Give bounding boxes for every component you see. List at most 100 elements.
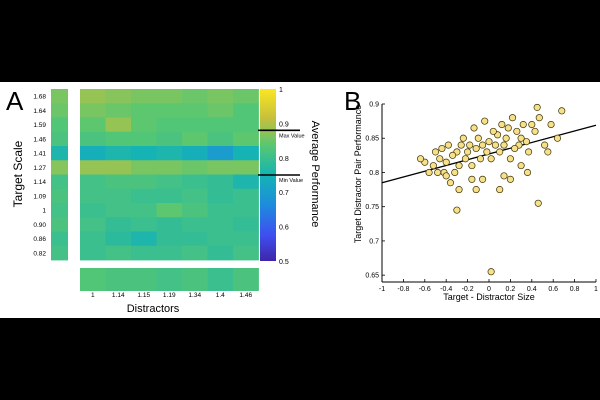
heatmap-cell	[105, 146, 132, 161]
scatter-point	[470, 124, 478, 132]
heatmap-cell	[131, 89, 157, 104]
scatter-point	[508, 114, 517, 122]
x-tick-label: -0.4	[440, 286, 452, 293]
scatter-point	[468, 175, 476, 183]
heatmap-cell	[105, 174, 132, 190]
colorbar-tick-label: 0.8	[279, 156, 289, 163]
row-tick-label: 1.09	[33, 193, 46, 200]
scatter-point	[453, 206, 461, 214]
distractor-marginal-cell	[207, 268, 234, 291]
heatmap-cell	[105, 131, 132, 147]
x-tick-label: -0.6	[419, 286, 431, 293]
heatmap-cell	[156, 117, 183, 133]
scatter-point	[431, 148, 440, 156]
heatmap-cell	[80, 245, 106, 261]
heatmap-cell	[105, 89, 132, 104]
scatter-point	[547, 120, 555, 129]
scatter-point	[485, 138, 493, 146]
scatter-point	[444, 141, 452, 149]
col-tick-label: 1.34	[188, 292, 201, 299]
scatter-point	[438, 144, 446, 153]
scatter-point	[511, 144, 519, 153]
heatmap-y-label: Target Scale	[11, 140, 25, 207]
target-marginal-cell	[51, 117, 68, 133]
colorbar-label: Average Performance	[309, 121, 321, 228]
row-tick-label: 0.82	[33, 250, 46, 257]
heatmap-cell	[233, 188, 259, 204]
row-tick-label: 1.64	[33, 108, 46, 115]
target-marginal-cell	[51, 89, 68, 104]
scatter-point	[487, 155, 495, 163]
scatter-point	[468, 162, 476, 170]
heatmap-cell	[131, 188, 157, 204]
heatmap-cell	[80, 131, 106, 147]
panel-label-a: A	[6, 86, 24, 116]
distractor-marginal-cell	[131, 268, 157, 291]
col-tick-label: 1.14	[112, 292, 125, 299]
scatter-point	[429, 162, 437, 170]
x-tick-label: 1	[594, 286, 598, 293]
colorbar-tick-label: 0.5	[279, 259, 289, 266]
scatter-point	[502, 134, 510, 142]
scatter-point	[489, 127, 497, 135]
row-tick-label: 1	[42, 208, 46, 215]
colorbar-tick-label: 0.9	[279, 121, 289, 128]
heatmap-cell	[105, 217, 132, 232]
heatmap-cell	[207, 231, 234, 247]
heatmap-cell	[233, 117, 259, 133]
heatmap-cell	[207, 160, 234, 175]
scatter-point	[449, 151, 457, 159]
row-tick-label: 1.14	[33, 179, 46, 186]
x-tick-label: 0.8	[570, 286, 580, 293]
scatter-point	[533, 103, 541, 111]
heatmap-cell	[105, 203, 132, 218]
target-marginal-cell	[51, 174, 68, 190]
distractor-marginal-cell	[233, 268, 259, 291]
heatmap-cell	[131, 146, 157, 161]
scatter-point	[525, 148, 533, 156]
heatmap-cell	[131, 131, 157, 147]
row-tick-label: 1.68	[33, 94, 46, 101]
row-tick-label: 1.46	[33, 136, 46, 143]
figure-panel: A B Target Scale Distractors Average Per…	[0, 82, 600, 318]
scatter-point	[496, 148, 504, 156]
heatmap-cell	[80, 160, 106, 175]
colorbar-tick-label: 1	[279, 87, 283, 94]
heatmap-cell	[80, 89, 106, 104]
scatter-y-label: Target Distractor Pair Performance	[353, 105, 363, 244]
y-tick-label: 0.8	[369, 170, 379, 177]
heatmap-cell	[105, 103, 132, 118]
heatmap-cell	[182, 89, 208, 104]
heatmap-cell	[156, 89, 183, 104]
heatmap-cell	[156, 146, 183, 161]
scatter-point	[455, 162, 463, 170]
heatmap-cell	[233, 174, 259, 190]
scatter-point	[500, 172, 508, 180]
heatmap-cell	[182, 245, 208, 261]
heatmap-cell	[233, 245, 259, 261]
heatmap-cell	[207, 117, 234, 133]
heatmap-cell	[182, 217, 208, 232]
heatmap-group: 1.681.641.591.461.411.271.141.0910.900.8…	[33, 89, 259, 299]
target-marginal-cell	[51, 160, 68, 175]
heatmap-cell	[131, 103, 157, 118]
scatter-point	[541, 141, 549, 149]
scatter-point	[436, 155, 444, 163]
scatter-point	[416, 155, 425, 163]
distractor-marginal-cell	[80, 268, 106, 291]
row-tick-label: 1.41	[33, 151, 46, 158]
heatmap-cell	[182, 103, 208, 118]
colorbar-marker-label: Min Value	[279, 178, 303, 184]
y-tick-label: 0.65	[365, 273, 379, 280]
heatmap-cell	[182, 203, 208, 218]
heatmap-cell	[131, 160, 157, 175]
heatmap-cell	[233, 203, 259, 218]
heatmap-cell	[207, 188, 234, 204]
scatter-point	[474, 134, 482, 142]
col-tick-label: 1.19	[163, 292, 176, 299]
heatmap-cell	[233, 131, 259, 147]
scatter-point	[451, 168, 459, 177]
scatter-point	[461, 155, 470, 163]
heatmap-cell	[156, 160, 183, 175]
scatter-point	[496, 186, 504, 194]
